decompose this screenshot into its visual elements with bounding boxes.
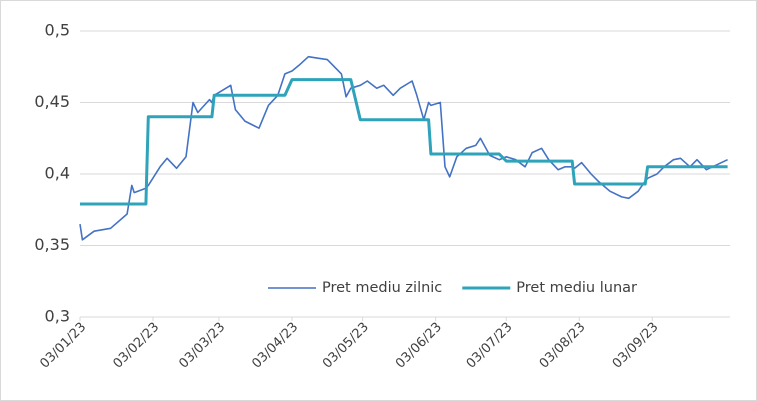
legend-label: Pret mediu zilnic <box>322 280 442 296</box>
y-tick-label: 0,45 <box>34 92 70 111</box>
legend-label: Pret mediu lunar <box>516 280 637 296</box>
y-tick-label: 0,4 <box>45 164 70 183</box>
y-tick-label: 0,5 <box>45 21 70 40</box>
series-line <box>79 55 728 241</box>
y-tick-label: 0,3 <box>45 307 70 326</box>
series-line <box>80 78 728 206</box>
y-tick-label: 0,35 <box>34 235 70 254</box>
